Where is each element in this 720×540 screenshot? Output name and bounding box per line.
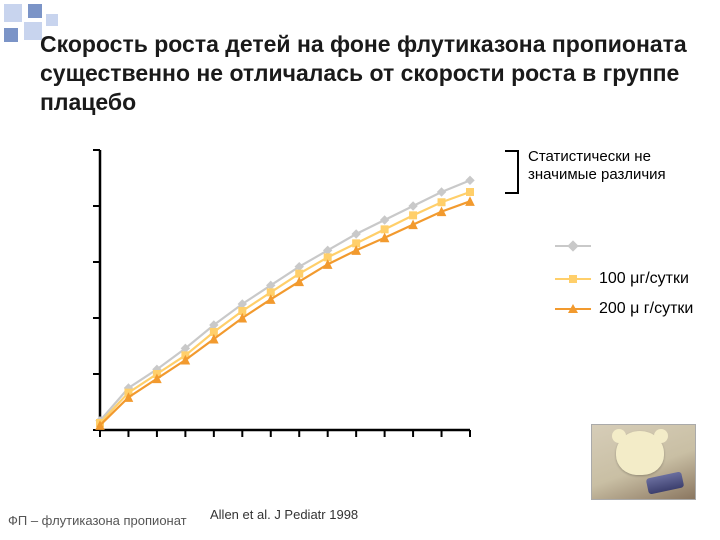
legend-label-100: 100 μг/сутки xyxy=(599,270,689,288)
footnote: ФП – флутиказона пропионат xyxy=(8,513,187,528)
photo-teddy-inhaler xyxy=(591,424,696,500)
legend-item-placebo xyxy=(555,240,599,252)
legend-swatch-100 xyxy=(555,273,591,285)
legend-swatch-200 xyxy=(555,303,591,315)
slide-title: Скорость роста детей на фоне флутиказона… xyxy=(40,30,690,116)
legend-swatch-placebo xyxy=(555,240,591,252)
bracket-label: Статистически не значимые различия xyxy=(528,148,666,184)
growth-chart xyxy=(60,140,490,460)
bracket-marker xyxy=(505,150,519,194)
bracket-label-line1: Статистически не xyxy=(528,148,651,165)
legend-item-100: 100 μг/сутки xyxy=(555,270,689,288)
legend-label-200: 200 μ г/сутки xyxy=(599,300,693,318)
legend-item-200: 200 μ г/сутки xyxy=(555,300,693,318)
bracket-label-line2: значимые различия xyxy=(528,166,666,183)
citation: Allen et al. J Pediatr 1998 xyxy=(210,507,358,522)
